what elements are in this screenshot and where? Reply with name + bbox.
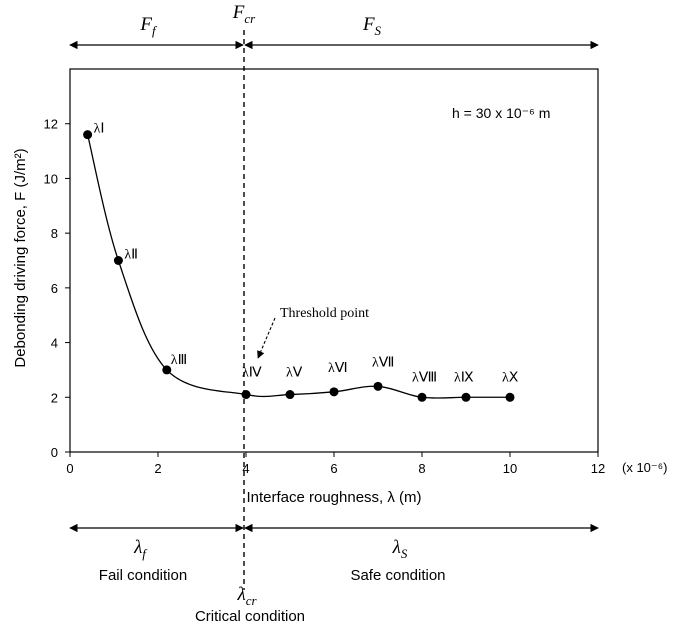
threshold-arrow <box>257 317 276 359</box>
y-axis-title: Debonding driving force, F (J/m²) <box>12 148 29 367</box>
data-point-label: λⅨ <box>454 370 474 385</box>
safe-condition-label: Safe condition <box>350 567 445 584</box>
data-point <box>162 365 172 375</box>
data-point-label: λⅢ <box>171 353 187 368</box>
data-point-label: λⅠ <box>94 122 105 137</box>
x-tick-label: 6 <box>330 461 337 476</box>
top-label-fs: FS <box>362 14 382 38</box>
data-point-label: λⅥ <box>328 361 348 376</box>
bottom-label-lcr: λcr <box>236 584 257 608</box>
data-point <box>83 130 93 140</box>
data-point <box>241 390 251 400</box>
critical-condition-label: Critical condition <box>195 608 305 625</box>
x-tick-label: 4 <box>242 461 249 476</box>
y-tick-label: 10 <box>44 171 58 186</box>
data-point <box>285 390 295 400</box>
data-point-label: λⅣ <box>242 366 262 381</box>
x-tick-label: 2 <box>154 461 161 476</box>
data-point <box>329 387 339 397</box>
thickness-annotation: h = 30 x 10⁻⁶ m <box>452 105 550 121</box>
data-point-label: λⅦ <box>372 355 394 370</box>
x-axis-title: Interface roughness, λ (m) <box>246 489 421 506</box>
data-point <box>461 392 471 402</box>
bottom-label-lf: λf <box>133 537 148 561</box>
x-tick-label: 8 <box>418 461 425 476</box>
top-label-ff: Ff <box>139 14 158 38</box>
series-line <box>86 134 510 399</box>
data-point <box>373 381 383 391</box>
data-point-label: λⅤ <box>286 366 303 381</box>
data-point <box>417 392 427 402</box>
x-multiplier: (x 10⁻⁶) <box>622 460 667 475</box>
top-label-fcr: Fcr <box>232 2 256 26</box>
x-tick-label: 10 <box>503 461 517 476</box>
data-point <box>505 392 515 402</box>
threshold-label: Threshold point <box>280 306 369 321</box>
y-tick-label: 6 <box>51 281 58 296</box>
y-tick-label: 12 <box>44 117 58 132</box>
data-point <box>113 256 123 265</box>
axis-ticks: 0 2 4 6 8 10 12 0 2 4 6 8 10 12 <box>44 117 606 476</box>
data-points: λⅠ λⅡ λⅢ λⅣ λⅤ λⅥ λⅦ λⅧ λⅨ λⅩ <box>83 122 519 402</box>
y-tick-label: 4 <box>51 336 58 351</box>
y-tick-label: 8 <box>51 226 58 241</box>
data-point-label: λⅩ <box>502 370 519 385</box>
x-tick-label: 0 <box>66 461 73 476</box>
data-point-label: λⅧ <box>412 370 437 385</box>
bottom-label-ls: λS <box>392 537 408 561</box>
y-tick-label: 0 <box>51 445 58 460</box>
x-tick-label: 12 <box>591 461 605 476</box>
fail-condition-label: Fail condition <box>99 567 187 584</box>
y-tick-label: 2 <box>51 390 58 405</box>
data-point-label: λⅡ <box>124 248 138 263</box>
